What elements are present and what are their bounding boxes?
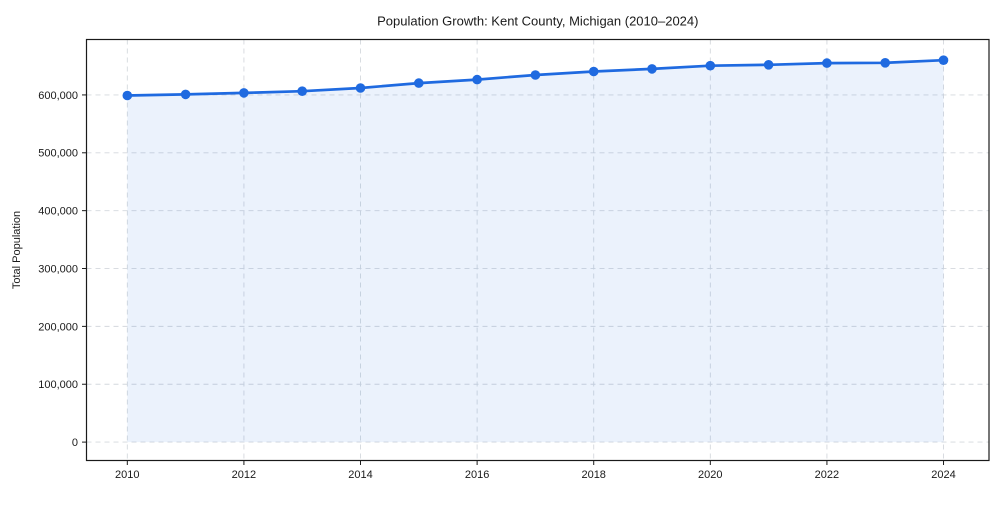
data-point <box>414 78 424 88</box>
x-tick-label: 2016 <box>465 469 489 481</box>
x-tick-label: 2018 <box>581 469 605 481</box>
y-tick-label: 600,000 <box>38 90 78 102</box>
y-tick-label: 100,000 <box>38 379 78 391</box>
x-tick-label: 2024 <box>931 469 955 481</box>
chart-title: Population Growth: Kent County, Michigan… <box>377 14 698 29</box>
x-tick-label: 2010 <box>115 469 139 481</box>
data-point <box>472 74 482 85</box>
data-point <box>763 60 774 70</box>
y-tick-label: 400,000 <box>38 206 78 218</box>
y-tick-label: 300,000 <box>38 263 78 275</box>
data-point <box>822 58 832 68</box>
tick-layer <box>82 94 945 465</box>
plot-border <box>85 38 990 462</box>
y-tick-label: 500,000 <box>38 148 78 160</box>
x-tick-label: 2014 <box>348 469 372 481</box>
data-point <box>122 90 133 101</box>
x-tick-label: 2012 <box>232 469 256 481</box>
area-fill <box>127 60 944 443</box>
data-point <box>180 89 191 100</box>
data-point <box>355 83 366 93</box>
y-axis-title: Total Population <box>11 211 23 289</box>
data-point <box>647 64 657 74</box>
data-point <box>880 58 890 68</box>
x-tick-label: 2020 <box>698 469 722 481</box>
data-point <box>530 70 541 80</box>
grid-layer <box>86 39 989 461</box>
data-point <box>588 66 599 77</box>
y-tick-label: 0 <box>72 437 78 449</box>
x-tick-label: 2022 <box>815 469 839 481</box>
data-point <box>705 60 716 71</box>
data-point <box>297 86 308 96</box>
tick-label-layer: 2010 2012 2014 2016 2018 2020 2022 2024 0 100,000… <box>38 90 956 481</box>
data-point <box>239 88 249 98</box>
y-tick-label: 200,000 <box>38 321 78 333</box>
data-point <box>938 55 949 65</box>
marker-layer <box>122 55 949 101</box>
